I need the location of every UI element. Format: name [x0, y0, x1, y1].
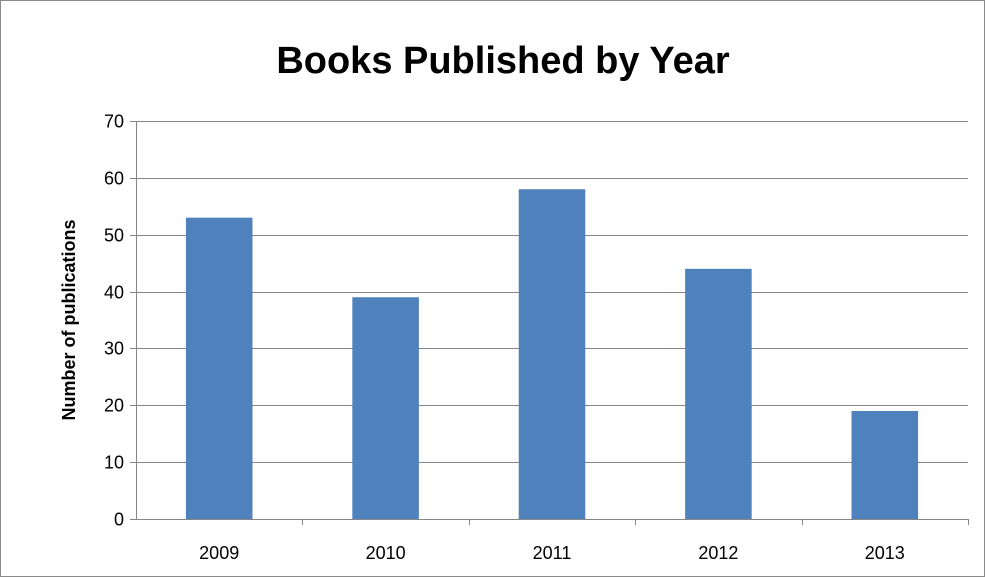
- x-tick-label: 2010: [366, 543, 406, 563]
- bar-2013: [851, 410, 919, 519]
- bars: [185, 189, 919, 519]
- y-tick-label: 60: [104, 169, 124, 189]
- bar-2011: [518, 189, 586, 519]
- axes: [130, 121, 969, 525]
- y-tick-label: 50: [104, 226, 124, 246]
- y-tick-label: 70: [104, 112, 124, 132]
- x-tick-label: 2012: [698, 543, 738, 563]
- y-axis-label: Number of publications: [59, 219, 79, 420]
- y-tick-label: 10: [104, 453, 124, 473]
- y-tick-labels: 0 10 20 30 40 50 60 70: [104, 112, 124, 530]
- y-tick-label: 20: [104, 396, 124, 416]
- x-tick-label: 2011: [533, 543, 572, 563]
- bar-2012: [685, 268, 752, 519]
- bar-2009: [185, 217, 253, 519]
- y-tick-label: 0: [114, 510, 124, 530]
- chart-title: Books Published by Year: [276, 40, 730, 82]
- x-tick-label: 2013: [865, 543, 905, 563]
- bar-2010: [352, 297, 419, 519]
- x-tick-label: 2009: [199, 543, 239, 563]
- y-tick-label: 30: [104, 339, 124, 359]
- x-tick-labels: 2009 2010 2011 2012 2013: [199, 543, 905, 563]
- y-tick-label: 40: [104, 283, 124, 303]
